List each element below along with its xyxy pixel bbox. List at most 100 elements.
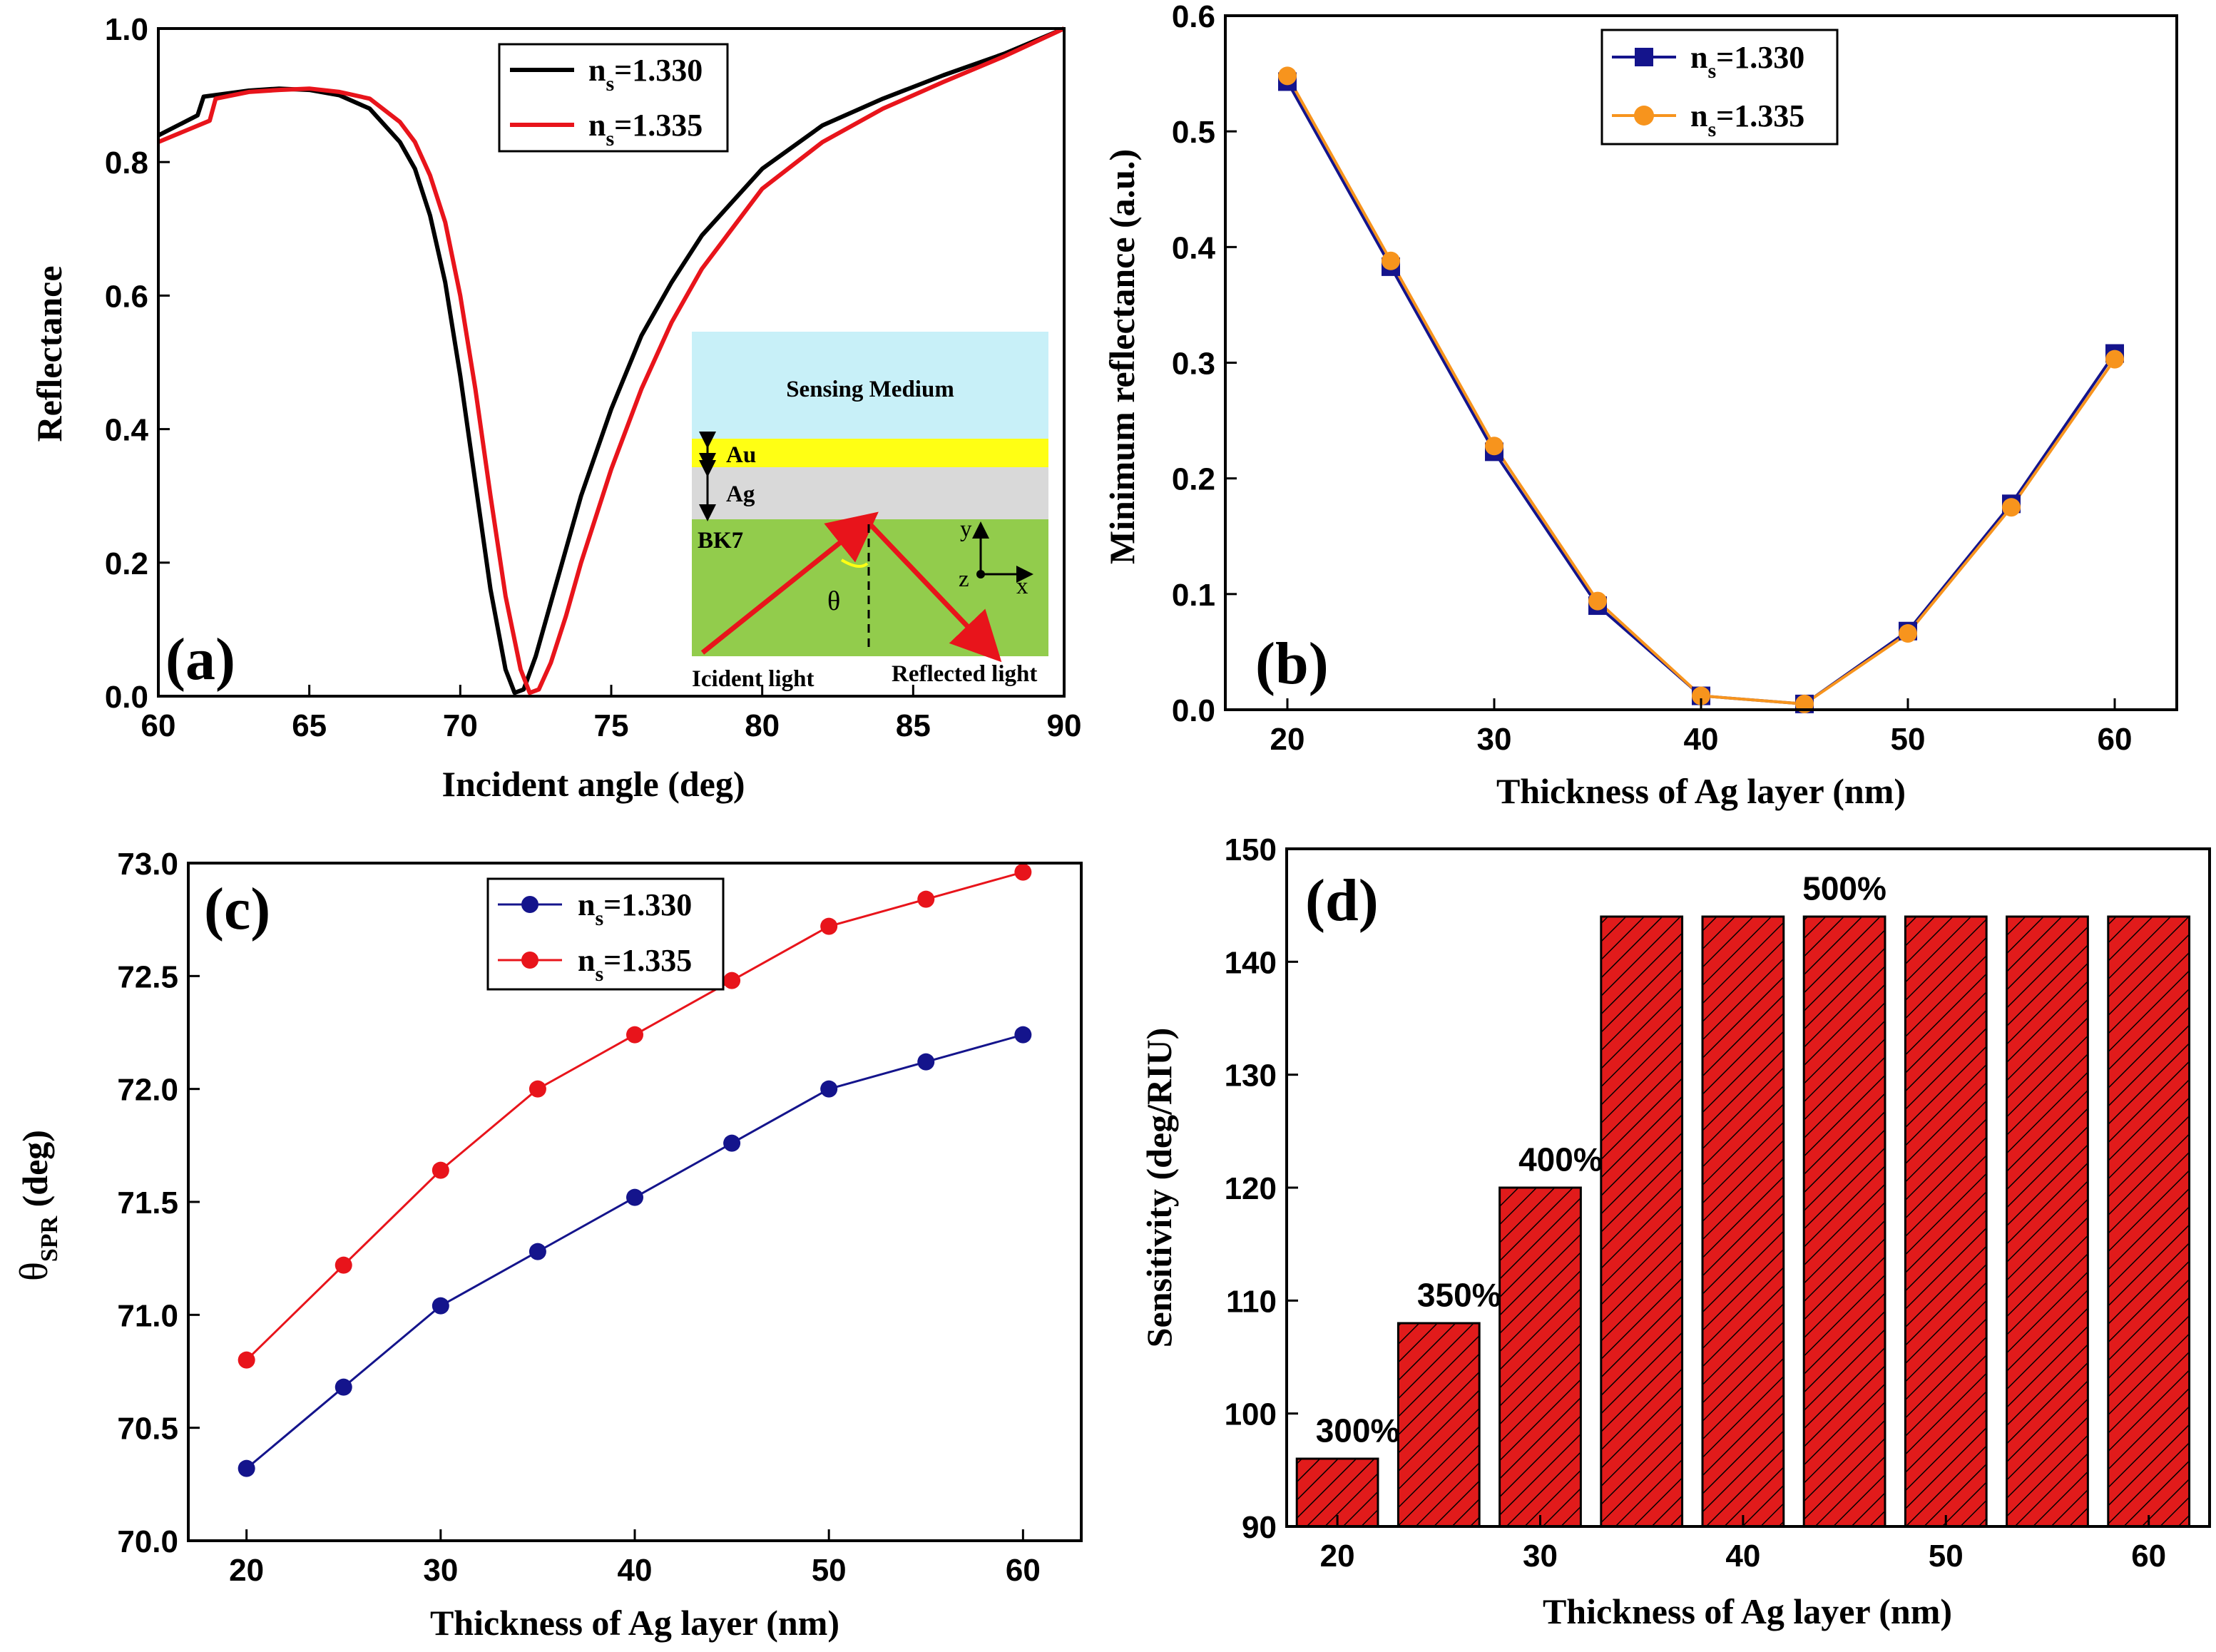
panel-c-ytick-label: 73.0: [117, 847, 178, 882]
panel-b-xtick-label: 60: [2098, 722, 2133, 757]
panel-a-ytick-label: 0.0: [105, 680, 148, 715]
panel-d-xtick-label: 60: [2131, 1539, 2166, 1574]
panel-c-point: [238, 1351, 255, 1369]
panel-d-plot: 300% 350% 400% 500%: [1295, 870, 2191, 1528]
panel-a-inset: Sensing Medium Au Ag BK7 θ y z x Icident…: [692, 332, 1048, 692]
panel-d-xtick-label: 30: [1523, 1539, 1558, 1574]
panel-c-point: [1014, 863, 1032, 881]
panel-c-xtick-label: 50: [812, 1553, 847, 1588]
panel-b-plot: [1278, 66, 2124, 713]
panel-d-bar-annotation: 300%: [1316, 1412, 1400, 1449]
panel-c-point: [626, 1188, 643, 1206]
inset-incident-label: Icident light: [692, 666, 814, 692]
panel-c-ytick-label: 70.0: [117, 1524, 178, 1559]
panel-c-ticks: 20 30 40 50 60 70.0 70.5 71.0 71.5 72.0 72.5 73.0: [117, 847, 1040, 1588]
panel-c-point: [432, 1297, 449, 1315]
panel-a-plot: [157, 26, 1066, 695]
panel-b-legend: ns=1.330 ns=1.335: [1600, 29, 1839, 146]
panel-d-bar: [1600, 915, 1684, 1528]
panel-b-point-circle: [2105, 350, 2124, 369]
legend-b-label-1335: ns=1.335: [1690, 98, 1804, 141]
panel-d-label: (d): [1305, 867, 1379, 934]
panel-b-ylabel: Minimum reflectance (a.u.): [1102, 149, 1142, 564]
legend-c-label-1330: ns=1.330: [578, 887, 692, 930]
panel-c-point: [917, 1053, 935, 1071]
panel-a-xlabel: Incident angle (deg): [442, 764, 745, 804]
panel-b-label: (b): [1255, 631, 1329, 697]
inset-bk7-label: BK7: [698, 528, 743, 554]
panel-c-ytick-label: 72.5: [117, 959, 178, 994]
panel-d-xtick-label: 20: [1320, 1539, 1355, 1574]
panel-b-ytick-label: 0.6: [1172, 0, 1215, 34]
panel-c: 20 30 40 50 60 70.0 70.5 71.0 71.5 72.0 72.5 73.0 n…: [12, 847, 1083, 1643]
legend-a-label-1335: ns=1.335: [588, 108, 703, 151]
panel-c-xtick-label: 60: [1006, 1553, 1041, 1588]
panel-a-ticks: 60 65 70 75 80 85 90 0.0 0.2 0.4 0.6 0.8 1.0: [105, 12, 1082, 743]
panel-b-series-line-0: [1286, 81, 2116, 705]
panel-b-point-circle: [1588, 591, 1607, 611]
panel-c-label: (c): [204, 876, 270, 942]
panel-c-point: [432, 1161, 449, 1179]
inset-y-label: y: [960, 516, 972, 542]
panel-c-series-line-0: [245, 1034, 1023, 1469]
panel-c-ytick-label: 72.0: [117, 1073, 178, 1108]
panel-a-xtick-label: 80: [745, 708, 780, 743]
panel-b-ytick-label: 0.3: [1172, 347, 1215, 382]
panel-b-point-circle: [2002, 498, 2021, 517]
inset-au-layer: [692, 439, 1048, 467]
panel-b-ytick-label: 0.1: [1172, 578, 1215, 613]
panel-d-bar: [1802, 915, 1886, 1528]
panel-d-bar-annotation: 400%: [1518, 1141, 1603, 1178]
panel-d-bar-annotation: 500%: [1802, 870, 1886, 907]
panel-c-legend: ns=1.330 ns=1.335: [486, 877, 725, 991]
panel-d-xtick-label: 40: [1725, 1539, 1760, 1574]
panel-c-ytick-label: 71.0: [117, 1298, 178, 1333]
panel-c-point: [335, 1378, 352, 1396]
panel-a-ytick-label: 1.0: [105, 12, 148, 47]
legend-b-marker-1330: [1635, 48, 1653, 66]
panel-c-ytick-label: 70.5: [117, 1412, 178, 1447]
panel-b-point-circle: [1899, 623, 1917, 643]
legend-c-marker-1335: [521, 952, 538, 969]
panel-c-point: [529, 1080, 546, 1098]
panel-b-point-circle: [1278, 66, 1297, 86]
panel-b-xlabel: Thickness of Ag layer (nm): [1496, 771, 1906, 811]
panel-a-xtick-label: 75: [594, 708, 629, 743]
panel-a-xtick-label: 85: [896, 708, 931, 743]
panel-c-point: [917, 890, 935, 908]
panel-d-ytick-label: 120: [1225, 1171, 1277, 1206]
panel-a: 60 65 70 75 80 85 90 0.0 0.2 0.4 0.6 0.8 1.0 Sensing…: [29, 12, 1081, 804]
panel-c-point: [529, 1243, 546, 1260]
panel-c-xlabel: Thickness of Ag layer (nm): [430, 1603, 839, 1643]
inset-angle-arc: [840, 559, 869, 568]
panel-a-xtick-label: 60: [141, 708, 176, 743]
panel-a-ytick-label: 0.6: [105, 279, 148, 314]
panel-b-xtick-label: 30: [1477, 722, 1512, 757]
inset-sensing-medium-layer: [692, 332, 1048, 439]
panel-d-bar: [1701, 915, 1785, 1528]
panel-d-ytick-label: 150: [1225, 832, 1277, 867]
inset-ag-label: Ag: [726, 481, 755, 507]
panel-c-ylabel: θSPR (deg): [12, 1130, 63, 1281]
panel-d-ytick-label: 130: [1225, 1059, 1277, 1093]
legend-b-marker-1335: [1634, 106, 1654, 126]
panel-d-bar: [1904, 915, 1988, 1528]
panel-c-ytick-label: 71.5: [117, 1186, 178, 1220]
panel-b-point-circle: [1382, 251, 1400, 270]
panel-a-ylabel: Reflectance: [29, 265, 69, 442]
panel-b: 20 30 40 50 60 0.0 0.1 0.2 0.3 0.4 0.5 0.6 ns=1.330…: [1102, 0, 2178, 811]
panel-d: 300% 350% 400% 500% 20 30 40 50 60 90 100 110 120 13…: [1139, 832, 2211, 1631]
panel-c-point: [723, 1134, 741, 1152]
panel-d-bar: [1397, 1322, 1481, 1528]
legend-c-marker-1330: [521, 896, 538, 913]
panel-c-xtick-label: 40: [618, 1553, 653, 1588]
panel-c-point: [1014, 1026, 1032, 1044]
panel-d-ticks: 20 30 40 50 60 90 100 110 120 130 140 150: [1225, 832, 2167, 1574]
legend-c-label-1335: ns=1.335: [578, 943, 692, 986]
inset-sensing-medium-label: Sensing Medium: [786, 377, 954, 402]
panel-c-point: [238, 1459, 255, 1477]
panel-d-bar: [2006, 915, 2089, 1528]
panel-d-bar-annotation: 350%: [1417, 1276, 1501, 1313]
panel-b-ytick-label: 0.0: [1172, 693, 1215, 728]
panel-d-ytick-label: 90: [1242, 1510, 1277, 1545]
